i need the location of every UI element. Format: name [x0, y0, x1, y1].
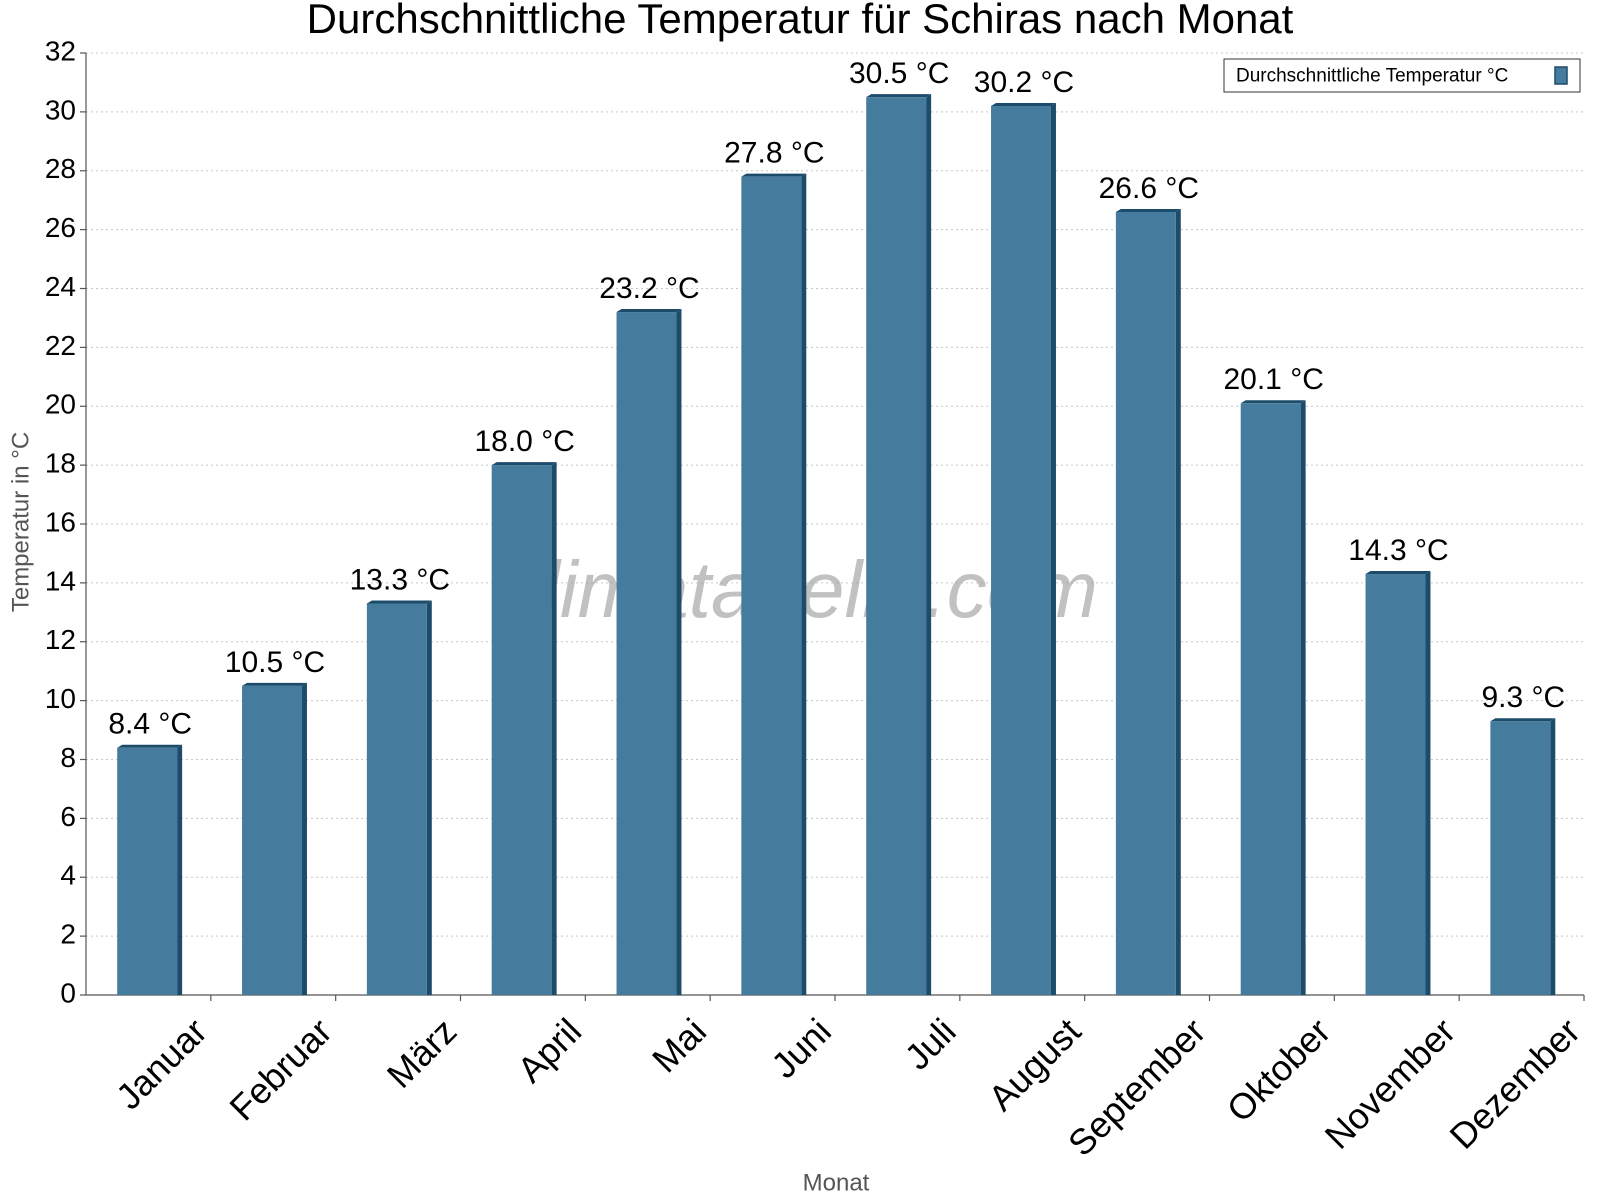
bar-top — [1115, 208, 1181, 212]
bar-top — [117, 744, 183, 748]
value-label: 30.2 °C — [974, 66, 1074, 99]
x-tick-label: April — [509, 1010, 589, 1090]
x-tick-label: Mai — [644, 1010, 714, 1080]
bar-side — [801, 173, 807, 995]
y-tick-label: 6 — [60, 801, 76, 832]
bar-top — [366, 600, 432, 604]
bar — [117, 747, 178, 995]
y-tick-label: 16 — [45, 506, 76, 537]
bar-top — [991, 102, 1056, 106]
bar-side — [301, 682, 307, 995]
y-tick-label: 14 — [45, 565, 76, 596]
y-tick-label: 8 — [60, 742, 76, 773]
value-label: 27.8 °C — [724, 137, 824, 170]
x-tick-label: August — [980, 1010, 1088, 1118]
bar — [1115, 211, 1176, 995]
bar-side — [551, 462, 557, 995]
value-label: 18.0 °C — [474, 425, 574, 458]
bar-side — [1175, 208, 1181, 995]
bar-side — [1425, 571, 1431, 995]
value-label: 10.5 °C — [225, 646, 325, 679]
value-label: 23.2 °C — [599, 272, 699, 305]
bar — [991, 105, 1051, 996]
y-tick-label: 28 — [45, 153, 76, 184]
x-tick-label: März — [379, 1010, 465, 1096]
value-label: 9.3 °C — [1481, 681, 1565, 714]
x-tick-label: Februar — [221, 1010, 339, 1128]
x-tick-label: Januar — [108, 1010, 215, 1117]
x-tick-label: September — [1060, 1010, 1214, 1164]
bar-top — [741, 173, 807, 177]
y-tick-label: 10 — [45, 683, 76, 714]
value-label: 30.5 °C — [849, 57, 949, 90]
bar — [866, 97, 927, 995]
bar-side — [1300, 400, 1306, 995]
legend-box — [1223, 58, 1581, 93]
bar — [616, 312, 677, 995]
bar — [1240, 403, 1301, 995]
x-tick-label: Juni — [763, 1010, 839, 1086]
value-label: 26.6 °C — [1099, 172, 1199, 205]
legend-swatch — [1554, 66, 1568, 85]
legend-label: Durchschnittliche Temperatur °C — [1236, 66, 1508, 87]
bar-side — [676, 309, 682, 995]
bar-side — [426, 600, 432, 995]
bar — [242, 685, 302, 995]
bar-top — [616, 309, 682, 313]
bar — [1490, 721, 1551, 995]
y-tick-label: 4 — [60, 860, 76, 891]
bar — [366, 603, 427, 995]
bar — [1365, 574, 1426, 995]
y-tick-label: 20 — [45, 389, 76, 420]
bar-side — [177, 744, 183, 995]
y-tick-label: 0 — [60, 977, 76, 1008]
bar-side — [1050, 102, 1056, 996]
chart-title: Durchschnittliche Temperatur für Schiras… — [307, 0, 1294, 42]
bar-top — [242, 682, 307, 686]
y-tick-label: 22 — [45, 330, 76, 361]
bar-top — [1490, 718, 1556, 722]
x-tick-label: November — [1317, 1010, 1463, 1156]
bar-top — [491, 462, 557, 466]
value-label: 13.3 °C — [350, 563, 450, 596]
bar-side — [1550, 718, 1556, 995]
bar-top — [866, 94, 932, 98]
y-tick-label: 2 — [60, 919, 76, 950]
x-tick-label: Dezember — [1441, 1010, 1587, 1156]
bar — [741, 176, 802, 995]
legend: Durchschnittliche Temperatur °C — [1223, 58, 1581, 93]
bar-side — [926, 94, 932, 995]
y-tick-label: 24 — [45, 271, 76, 302]
y-tick-label: 26 — [45, 212, 76, 243]
y-tick-label: 30 — [45, 94, 76, 125]
x-tick-label: Oktober — [1219, 1010, 1339, 1130]
value-label: 14.3 °C — [1348, 534, 1448, 567]
bar-top — [1365, 571, 1431, 575]
x-tick-label: Juli — [897, 1010, 964, 1077]
bar-top — [1240, 400, 1306, 404]
value-label: 20.1 °C — [1223, 363, 1323, 396]
y-tick-label: 18 — [45, 448, 76, 479]
y-tick-label: 12 — [45, 624, 76, 655]
bar — [491, 465, 552, 995]
y-tick-label: 32 — [45, 35, 76, 66]
y-axis-label: Temperatur in °C — [7, 432, 34, 612]
value-label: 8.4 °C — [108, 708, 192, 741]
x-axis-label: Monat — [803, 1169, 870, 1196]
